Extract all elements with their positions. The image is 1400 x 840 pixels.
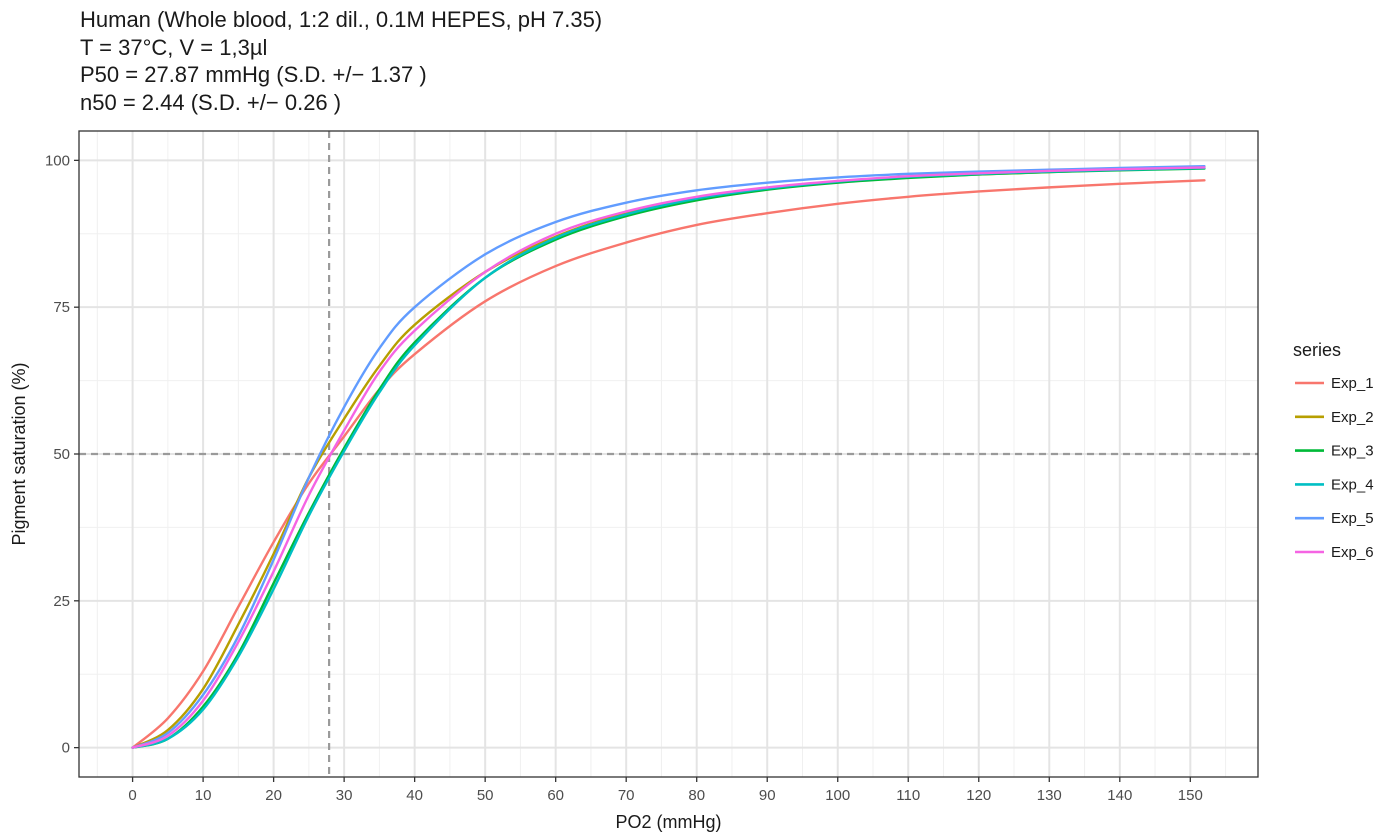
series-line-exp-5 — [131, 165, 1206, 749]
x-tick-label: 150 — [1178, 787, 1203, 804]
legend-label: Exp_2 — [1331, 409, 1374, 426]
y-tick-label: 0 — [62, 740, 70, 757]
x-tick-label: 120 — [966, 787, 991, 804]
x-tick-label: 0 — [128, 787, 136, 804]
legend-label: Exp_5 — [1331, 510, 1374, 527]
x-tick-label: 10 — [195, 787, 212, 804]
x-tick-label: 130 — [1037, 787, 1062, 804]
legend-label: Exp_6 — [1331, 544, 1374, 561]
x-tick-label: 80 — [688, 787, 705, 804]
x-axis-title: PO2 (mmHg) — [615, 812, 721, 832]
x-tick-label: 40 — [406, 787, 423, 804]
y-tick-label: 50 — [53, 446, 70, 463]
series-line-exp-1 — [131, 179, 1206, 749]
legend-title: series — [1293, 340, 1341, 360]
x-tick-label: 20 — [265, 787, 282, 804]
x-tick-label: 60 — [547, 787, 564, 804]
x-tick-label: 50 — [477, 787, 494, 804]
y-axis-title: Pigment saturation (%) — [9, 362, 29, 545]
y-tick-label: 25 — [53, 593, 70, 610]
series-line-exp-6 — [131, 166, 1206, 749]
series-line-exp-4 — [131, 166, 1206, 749]
x-tick-label: 110 — [896, 787, 920, 804]
chart-subtitle-n50: n50 = 2.44 (S.D. +/− 0.26 ) — [80, 89, 342, 115]
series-layer — [131, 165, 1206, 749]
chart-title: Human (Whole blood, 1:2 dil., 0.1M HEPES… — [80, 7, 603, 32]
legend-label: Exp_3 — [1331, 443, 1374, 460]
x-tick-label: 140 — [1107, 787, 1132, 804]
legend: series Exp_1 Exp_2 Exp_3 Exp_4 Exp_5 Exp_6 — [1293, 340, 1374, 561]
x-tick-label: 70 — [618, 787, 635, 804]
y-tick-label: 100 — [45, 152, 70, 169]
series-line-exp-2 — [131, 166, 1206, 749]
x-tick-label: 30 — [336, 787, 353, 804]
chart-subtitle-conditions: T = 37°C, V = 1,3µl — [80, 34, 268, 60]
chart-subtitle-p50: P50 = 27.87 mmHg (S.D. +/− 1.37 ) — [80, 62, 427, 87]
legend-label: Exp_1 — [1331, 375, 1374, 392]
legend-label: Exp_4 — [1331, 476, 1374, 493]
reference-lines — [79, 131, 1258, 777]
x-tick-label: 90 — [759, 787, 776, 804]
axis-layer: 0 10 20 30 40 50 60 70 80 90 100 110 120 130 140 150 0 25… — [45, 152, 1203, 804]
y-tick-label: 75 — [53, 299, 70, 316]
x-tick-label: 100 — [825, 787, 850, 804]
series-line-exp-3 — [131, 167, 1206, 749]
chart-title-block: Human (Whole blood, 1:2 dil., 0.1M HEPES… — [80, 6, 602, 116]
